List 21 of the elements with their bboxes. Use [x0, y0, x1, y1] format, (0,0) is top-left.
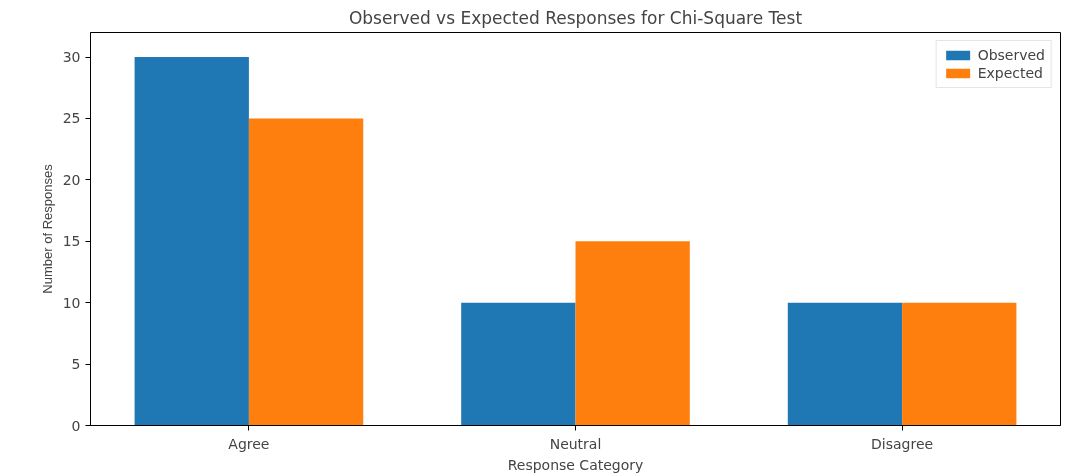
y-tick-label: 25	[62, 110, 81, 127]
bar	[461, 302, 576, 426]
x-tick-label: Agree	[228, 435, 270, 452]
y-tick-label: 0	[71, 417, 81, 434]
bar	[248, 118, 364, 426]
bar	[902, 302, 1017, 426]
legend-label: Expected	[977, 65, 1043, 81]
legend-label: Observed	[977, 47, 1045, 63]
x-tick-label: Disagree	[871, 435, 934, 452]
y-tick-label: 20	[62, 171, 81, 188]
y-tick-label: 30	[62, 49, 81, 66]
y-tick-label: 5	[71, 356, 81, 373]
y-tick-label: 15	[62, 233, 81, 250]
bar	[134, 57, 249, 426]
x-tick-label: Neutral	[549, 435, 602, 452]
y-tick-label: 10	[62, 294, 81, 311]
y-axis-title: Number of Responses	[39, 163, 55, 294]
chart-title: Observed vs Expected Responses for Chi-Square Test	[348, 7, 803, 28]
bar	[787, 302, 903, 426]
bar	[575, 241, 690, 426]
x-axis-title: Response Category	[507, 456, 644, 473]
